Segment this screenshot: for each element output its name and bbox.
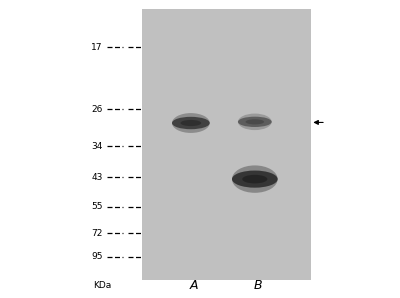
Ellipse shape — [238, 114, 272, 130]
Text: B: B — [253, 279, 262, 292]
Ellipse shape — [232, 165, 278, 193]
Ellipse shape — [172, 113, 210, 133]
Text: 95: 95 — [91, 252, 103, 261]
Text: 55: 55 — [91, 202, 103, 211]
Text: A: A — [190, 279, 198, 292]
Ellipse shape — [172, 117, 210, 129]
Ellipse shape — [180, 120, 201, 126]
Bar — [142, 9, 311, 280]
Text: 34: 34 — [91, 142, 103, 150]
Text: 26: 26 — [91, 105, 103, 114]
Text: 43: 43 — [91, 173, 103, 181]
Ellipse shape — [232, 170, 278, 188]
Ellipse shape — [238, 117, 272, 127]
Text: KDa: KDa — [94, 281, 112, 290]
Ellipse shape — [242, 175, 267, 183]
Text: 72: 72 — [91, 229, 103, 238]
Text: 17: 17 — [91, 43, 103, 52]
Ellipse shape — [246, 119, 264, 125]
